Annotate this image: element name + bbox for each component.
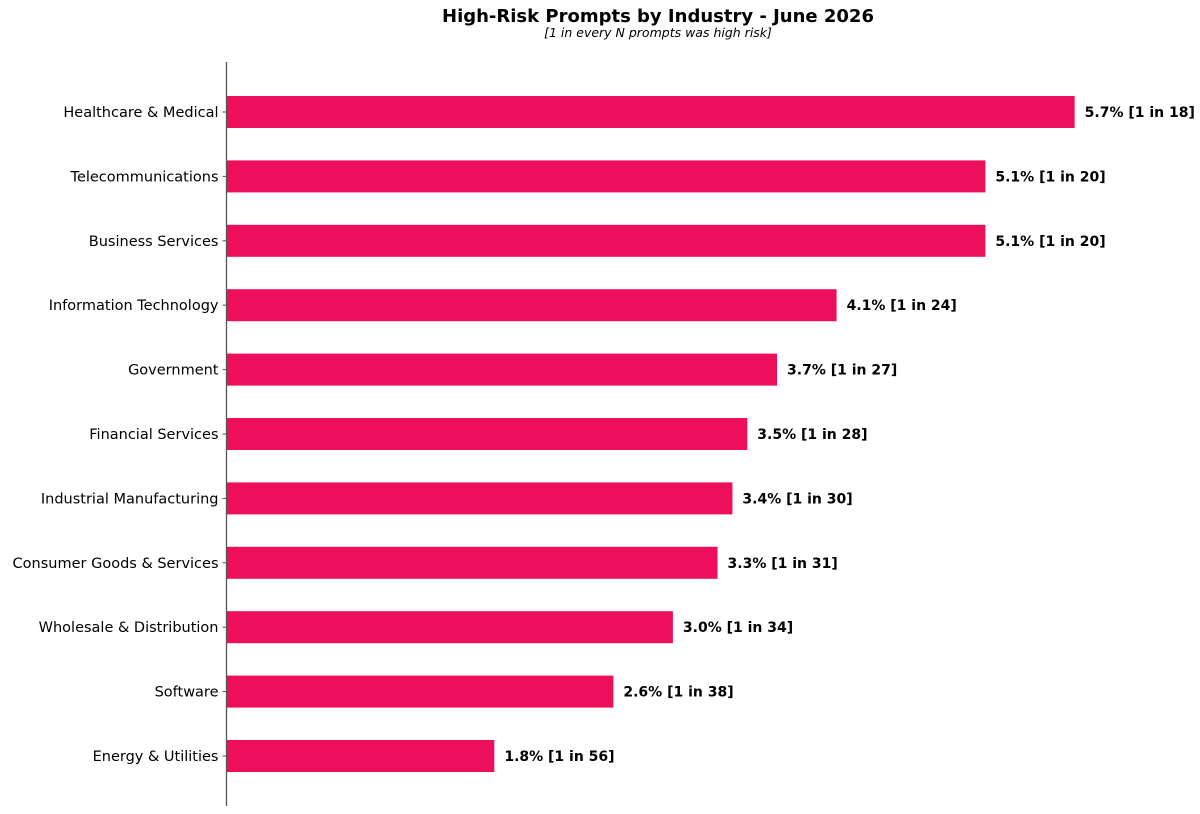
value-label: 3.0% [1 in 34] [683,620,793,636]
bar [226,96,1075,128]
bar [226,482,733,515]
value-label: 4.1% [1 in 24] [847,298,957,314]
bar [226,160,986,193]
bar [226,611,673,644]
bar [226,224,986,257]
category-label: Energy & Utilities [93,749,219,765]
chart-title: High-Risk Prompts by Industry - June 202… [442,6,874,27]
category-label: Government [128,363,219,379]
value-label: 3.7% [1 in 27] [787,363,897,379]
value-label: 5.7% [1 in 18] [1085,105,1195,121]
category-label: Business Services [89,234,219,250]
category-label: Healthcare & Medical [63,105,218,121]
value-label: 5.1% [1 in 20] [995,169,1105,185]
category-label: Telecommunications [70,169,219,185]
bar [226,418,748,450]
bar [226,740,495,772]
category-label: Information Technology [49,298,219,314]
chart-subtitle: [1 in every N prompts was high risk] [544,25,772,40]
bar [226,289,837,322]
value-label: 5.1% [1 in 20] [995,234,1105,250]
category-label: Wholesale & Distribution [39,620,219,636]
value-label: 2.6% [1 in 38] [623,685,733,701]
category-label: Consumer Goods & Services [13,556,219,572]
category-label: Industrial Manufacturing [41,491,219,507]
plot-area: Healthcare & Medical 5.7% [1 in 18] Teleco… [13,96,1195,772]
value-label: 1.8% [1 in 56] [504,749,614,765]
category-label: Financial Services [89,427,218,443]
bar [226,546,718,579]
value-label: 3.4% [1 in 30] [742,491,852,507]
bar [226,675,614,708]
value-label: 3.5% [1 in 28] [757,427,867,443]
category-label: Software [155,685,219,701]
value-label: 3.3% [1 in 31] [728,556,838,572]
bar [226,353,778,386]
